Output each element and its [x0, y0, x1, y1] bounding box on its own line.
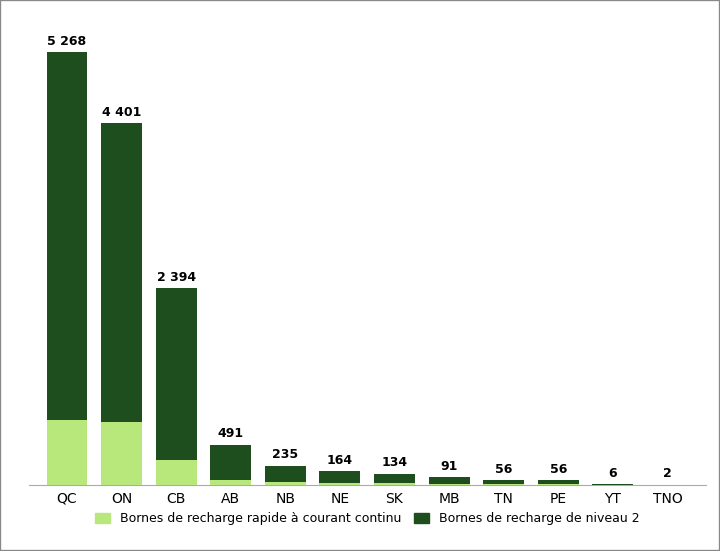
- Bar: [428, 477, 469, 484]
- Text: 491: 491: [217, 427, 244, 440]
- Text: 2: 2: [663, 467, 672, 480]
- Text: 6: 6: [608, 467, 617, 480]
- Bar: [320, 472, 361, 483]
- Bar: [210, 480, 251, 485]
- Bar: [374, 474, 415, 483]
- Text: 91: 91: [441, 460, 458, 473]
- Bar: [101, 423, 142, 485]
- Text: 56: 56: [495, 463, 513, 476]
- Text: 235: 235: [272, 448, 298, 461]
- Bar: [156, 288, 197, 460]
- Text: 56: 56: [549, 463, 567, 476]
- Text: 2 394: 2 394: [157, 271, 196, 284]
- Bar: [265, 466, 306, 482]
- Bar: [428, 484, 469, 485]
- Bar: [47, 420, 87, 485]
- Bar: [156, 460, 197, 485]
- Text: 4 401: 4 401: [102, 106, 141, 119]
- Text: 134: 134: [382, 456, 408, 469]
- Bar: [101, 123, 142, 423]
- Text: 164: 164: [327, 454, 353, 467]
- Bar: [210, 445, 251, 480]
- Bar: [483, 480, 524, 484]
- Text: 5 268: 5 268: [48, 35, 86, 47]
- Legend: Bornes de recharge rapide à courant continu, Bornes de recharge de niveau 2: Bornes de recharge rapide à courant cont…: [90, 507, 644, 530]
- Bar: [320, 483, 361, 485]
- Bar: [47, 52, 87, 420]
- Bar: [265, 482, 306, 485]
- Bar: [538, 480, 579, 484]
- Bar: [374, 483, 415, 485]
